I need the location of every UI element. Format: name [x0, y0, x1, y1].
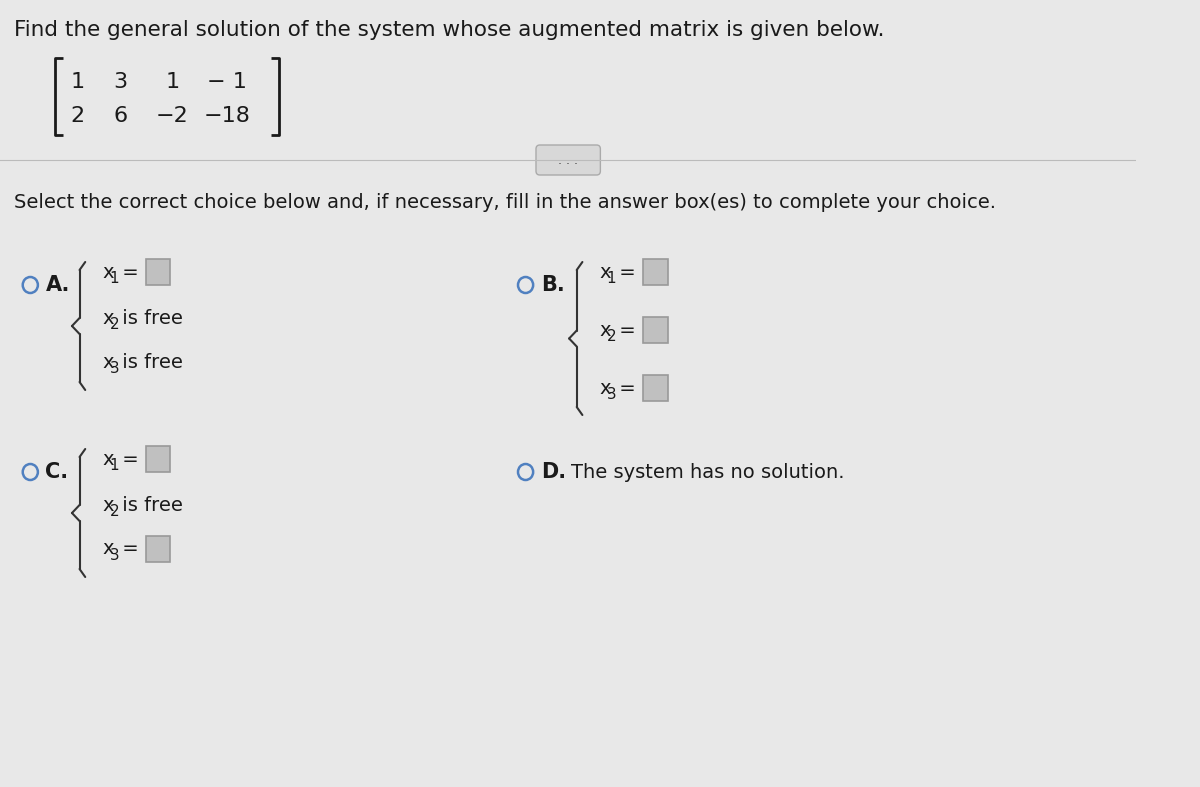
FancyBboxPatch shape	[643, 259, 667, 285]
Text: 6: 6	[113, 106, 127, 126]
FancyBboxPatch shape	[146, 259, 170, 285]
Text: The system has no solution.: The system has no solution.	[571, 463, 845, 482]
Text: 2: 2	[109, 317, 119, 332]
Text: 1: 1	[607, 271, 617, 286]
Text: x: x	[600, 379, 611, 397]
Text: 2: 2	[71, 106, 85, 126]
Text: 3: 3	[607, 386, 617, 402]
Text: x: x	[102, 496, 114, 515]
Text: x: x	[102, 449, 114, 468]
FancyBboxPatch shape	[643, 317, 667, 343]
Text: − 1: − 1	[208, 72, 247, 92]
Text: 2: 2	[109, 504, 119, 519]
Text: 1: 1	[71, 72, 85, 92]
Text: x: x	[600, 320, 611, 339]
Text: 1: 1	[166, 72, 180, 92]
Text: is free: is free	[115, 353, 182, 371]
Text: =: =	[115, 263, 144, 282]
Text: C.: C.	[46, 462, 68, 482]
Text: is free: is free	[115, 309, 182, 327]
Text: =: =	[613, 379, 642, 397]
Text: A.: A.	[46, 275, 70, 295]
Text: 3: 3	[109, 360, 119, 376]
Text: 3: 3	[109, 548, 119, 563]
Text: Select the correct choice below and, if necessary, fill in the answer box(es) to: Select the correct choice below and, if …	[14, 193, 996, 212]
Text: =: =	[613, 320, 642, 339]
Text: −18: −18	[204, 106, 251, 126]
Text: 3: 3	[113, 72, 127, 92]
Text: D.: D.	[541, 462, 566, 482]
Text: x: x	[600, 263, 611, 282]
FancyBboxPatch shape	[146, 446, 170, 472]
Text: x: x	[102, 263, 114, 282]
Text: Find the general solution of the system whose augmented matrix is given below.: Find the general solution of the system …	[14, 20, 884, 40]
Text: =: =	[613, 263, 642, 282]
Text: −2: −2	[156, 106, 188, 126]
Text: =: =	[115, 540, 144, 559]
Text: =: =	[115, 449, 144, 468]
Text: B.: B.	[541, 275, 564, 295]
Text: is free: is free	[115, 496, 182, 515]
Text: x: x	[102, 540, 114, 559]
FancyBboxPatch shape	[146, 536, 170, 562]
Text: . . .: . . .	[558, 153, 578, 167]
Text: x: x	[102, 309, 114, 327]
Text: 1: 1	[109, 271, 119, 286]
Text: 2: 2	[607, 329, 617, 344]
FancyBboxPatch shape	[536, 145, 600, 175]
FancyBboxPatch shape	[643, 375, 667, 401]
Text: x: x	[102, 353, 114, 371]
Text: 1: 1	[109, 458, 119, 473]
